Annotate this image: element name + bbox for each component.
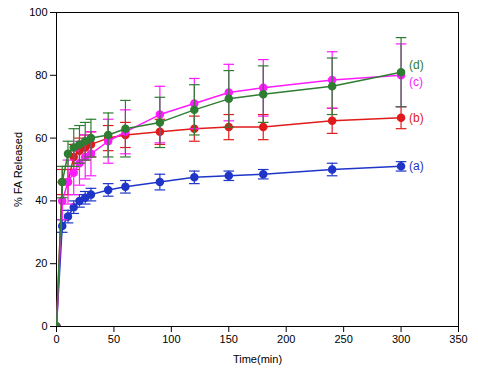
svg-text:100: 100 [162, 333, 180, 345]
svg-text:40: 40 [35, 194, 47, 206]
svg-text:0: 0 [41, 320, 47, 332]
svg-text:60: 60 [35, 132, 47, 144]
svg-text:% FA Released: % FA Released [12, 132, 24, 207]
svg-text:(c): (c) [409, 75, 423, 89]
svg-text:50: 50 [108, 333, 120, 345]
svg-text:250: 250 [334, 333, 352, 345]
svg-text:Time(min): Time(min) [233, 353, 282, 365]
svg-text:200: 200 [277, 333, 295, 345]
svg-text:0: 0 [53, 333, 59, 345]
svg-text:20: 20 [35, 257, 47, 269]
svg-text:100: 100 [29, 6, 47, 18]
svg-text:(d): (d) [409, 58, 424, 72]
svg-text:80: 80 [35, 69, 47, 81]
svg-text:300: 300 [392, 333, 410, 345]
svg-text:350: 350 [449, 333, 467, 345]
svg-text:150: 150 [220, 333, 238, 345]
svg-text:(b): (b) [409, 111, 424, 125]
svg-text:(a): (a) [409, 159, 424, 173]
